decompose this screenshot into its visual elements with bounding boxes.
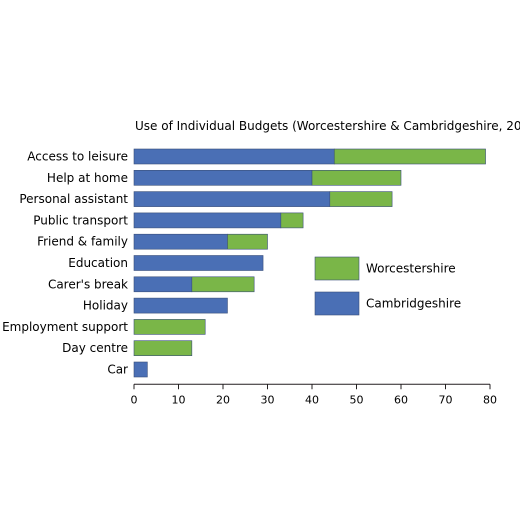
bar-worcestershire-day-centre [133,340,193,357]
legend-label-worcestershire: Worcestershire [366,262,456,276]
x-tick-label: 70 [439,393,453,406]
bar-worcestershire-access-to-leisure [333,148,486,165]
category-labels: Access to leisure Help at home Personal as… [2,150,128,377]
bar-worcestershire-carer-s-break [191,276,255,293]
bars-group [133,148,486,378]
x-tick-label: 40 [305,393,319,406]
bar-worcestershire-employment-support [133,319,206,335]
category-label-holiday: Holiday [83,299,128,313]
bar-cambridgeshire-friend-family [133,233,228,250]
category-label-car: Car [107,363,128,377]
x-tick-label: 20 [216,393,230,406]
bar-cambridgeshire-car [133,361,148,378]
bar-cambridgeshire-education [133,255,264,271]
x-tick-label: 0 [131,393,138,406]
legend: Worcestershire Cambridgeshire [314,256,461,316]
bar-cambridgeshire-help-at-home [133,170,313,186]
x-tick-label: 80 [483,393,497,406]
bar-worcestershire-help-at-home [311,170,402,186]
legend-swatch-worcestershire [314,256,360,281]
category-label-carer-s-break: Carer's break [48,277,128,291]
category-label-friend-family: Friend & family [37,235,128,249]
x-tick-label: 60 [394,393,408,406]
legend-swatch-cambridgeshire [314,291,360,316]
bar-cambridgeshire-personal-assistant [133,191,331,207]
category-label-personal-assistant: Personal assistant [19,192,128,206]
bar-cambridgeshire-public-transport [133,212,282,229]
x-tick-label: 50 [350,393,364,406]
bar-cambridgeshire-carer-s-break [133,276,193,293]
chart-title: Use of Individual Budgets (Worcestershir… [135,119,520,133]
bar-worcestershire-friend-family [227,233,268,250]
category-label-access-to-leisure: Access to leisure [27,150,128,164]
bar-cambridgeshire-access-to-leisure [133,148,335,165]
category-label-day-centre: Day centre [62,341,128,355]
category-label-employment-support: Employment support [2,320,128,334]
category-label-public-transport: Public transport [33,213,128,227]
category-label-education: Education [68,256,128,270]
legend-label-cambridgeshire: Cambridgeshire [366,297,461,311]
bar-worcestershire-public-transport [280,212,304,229]
x-tick-label: 30 [261,393,275,406]
bar-cambridgeshire-holiday [133,297,228,314]
x-tick-label: 10 [172,393,186,406]
bar-worcestershire-personal-assistant [329,191,393,207]
category-label-help-at-home: Help at home [47,171,128,185]
x-axis: 0 10 20 30 40 50 60 70 80 [131,383,497,406]
